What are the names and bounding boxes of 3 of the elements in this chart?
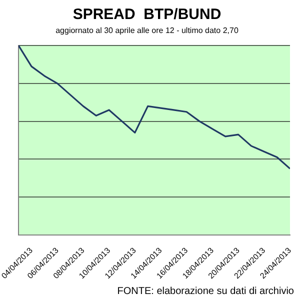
source-note: FONTE: elaborazione su dati di archivio bbox=[117, 286, 294, 297]
chart-title: SPREAD BTP/BUND bbox=[72, 6, 222, 24]
chart-subtitle: aggiornato al 30 aprile alle ore 12 - ultimo dato 2,70 bbox=[56, 26, 239, 36]
